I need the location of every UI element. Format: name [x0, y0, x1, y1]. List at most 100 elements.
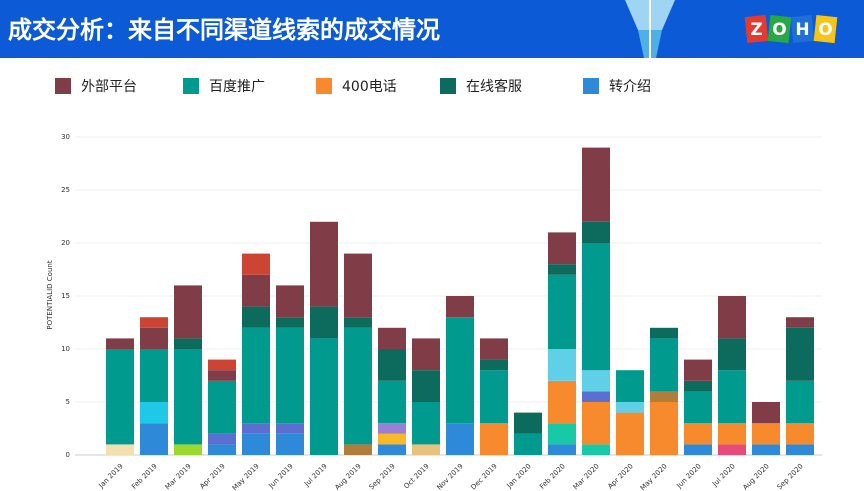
- bar-segment: [650, 391, 678, 402]
- bar-segment: [378, 349, 406, 381]
- logo-letter: H: [795, 20, 809, 40]
- bar-segment: [106, 338, 134, 349]
- legend-swatch: [440, 78, 456, 94]
- bar-segment: [140, 317, 168, 328]
- tower-graphic: [625, 0, 675, 58]
- bar-segment: [582, 370, 610, 392]
- y-tick-label: 25: [61, 186, 70, 194]
- bar-segment: [174, 444, 202, 455]
- x-tick-label: Feb 2020: [538, 462, 567, 491]
- bar-segment: [548, 380, 576, 424]
- legend-swatch: [55, 78, 71, 94]
- bar-segment: [718, 338, 746, 371]
- bar-segment: [582, 402, 610, 445]
- bar-segment: [684, 359, 712, 381]
- bar-segment: [242, 306, 270, 328]
- x-tick-label: Mar 2020: [572, 462, 601, 491]
- x-tick-label: Dec 2019: [469, 462, 498, 491]
- bar-segment: [752, 444, 780, 455]
- slide-title: 成交分析：来自不同渠道线索的成交情况: [8, 16, 440, 44]
- bar-segment: [344, 253, 372, 318]
- x-tick-label: Jun 2020: [675, 462, 703, 490]
- y-tick-label: 15: [61, 292, 70, 300]
- bar-segment: [276, 433, 304, 455]
- legend-label: 在线客服: [466, 78, 522, 95]
- bar-segment: [140, 402, 168, 424]
- x-tick-label: Jul 2019: [302, 462, 329, 489]
- bar-segment: [684, 444, 712, 455]
- bar-segment: [412, 444, 440, 455]
- legend: 外部平台 百度推广 400电话 在线客服 转介绍: [55, 78, 651, 95]
- bar-segment: [140, 423, 168, 455]
- logo-letter: Z: [750, 20, 762, 40]
- logo-letter: O: [772, 20, 786, 40]
- bar-segment: [480, 359, 508, 371]
- bar-segment: [208, 444, 236, 455]
- bar-segment: [650, 338, 678, 392]
- bar-segment: [582, 147, 610, 222]
- bar-segment: [616, 402, 644, 413]
- bar-segment: [548, 423, 576, 445]
- bar-segment: [786, 317, 814, 328]
- bar-segment: [752, 423, 780, 445]
- bar-segment: [684, 423, 712, 445]
- x-tick-label: Aug 2019: [333, 462, 362, 491]
- x-tick-label: Aug 2020: [741, 462, 770, 491]
- bar-segment: [514, 412, 542, 434]
- bar-segment: [276, 317, 304, 328]
- bar-segment: [106, 349, 134, 445]
- x-tick-label: May 2019: [231, 462, 261, 491]
- bar-segment: [276, 423, 304, 434]
- x-tick-label: Jan 2020: [505, 462, 533, 490]
- x-tick-label: Oct 2019: [402, 462, 430, 490]
- bar-segment: [446, 423, 474, 455]
- bar-segment: [582, 221, 610, 243]
- x-tick-label: May 2020: [639, 462, 669, 491]
- bar-segment: [616, 370, 644, 402]
- y-tick-label: 0: [66, 451, 70, 459]
- bar-segment: [718, 370, 746, 424]
- bar-segment: [276, 327, 304, 424]
- y-tick-label: 5: [66, 398, 70, 406]
- x-tick-label: Jun 2019: [267, 462, 295, 490]
- bar-segment: [480, 338, 508, 360]
- bar-segment: [548, 274, 576, 349]
- y-tick-label: 30: [61, 133, 70, 141]
- bar-segment: [412, 402, 440, 445]
- legend-swatch: [583, 78, 599, 94]
- bar-segment: [242, 423, 270, 434]
- logo-tile: [744, 14, 769, 43]
- bar-segment: [174, 338, 202, 349]
- bar-segment: [310, 221, 338, 307]
- x-tick-label: Apr 2020: [606, 462, 634, 490]
- bar-segment: [106, 444, 134, 455]
- bar-segment: [344, 327, 372, 445]
- bar-segment: [582, 444, 610, 455]
- legend-label: 百度推广: [209, 79, 265, 95]
- bar-segment: [718, 423, 746, 445]
- x-tick-label: Apr 2019: [198, 462, 226, 490]
- bar-segment: [786, 444, 814, 455]
- bar-segment: [208, 433, 236, 445]
- x-tick-label: Mar 2019: [164, 462, 193, 491]
- x-tick-label: Jul 2020: [710, 462, 737, 489]
- bar-segment: [412, 370, 440, 402]
- bar-segment: [718, 444, 746, 455]
- bar-segment: [344, 317, 372, 328]
- bar-segment: [174, 349, 202, 445]
- logo-tile: [790, 14, 815, 43]
- bar-segment: [412, 338, 440, 371]
- bar-segment: [208, 359, 236, 371]
- bar-segment: [446, 317, 474, 424]
- y-tick-label: 20: [61, 239, 70, 247]
- legend-label: 外部平台: [81, 79, 137, 95]
- bar-segment: [650, 402, 678, 455]
- bar-segment: [208, 370, 236, 381]
- bar-segment: [310, 306, 338, 339]
- legend-swatch: [183, 78, 199, 94]
- bar-segment: [378, 327, 406, 349]
- logo-tile: [813, 15, 838, 44]
